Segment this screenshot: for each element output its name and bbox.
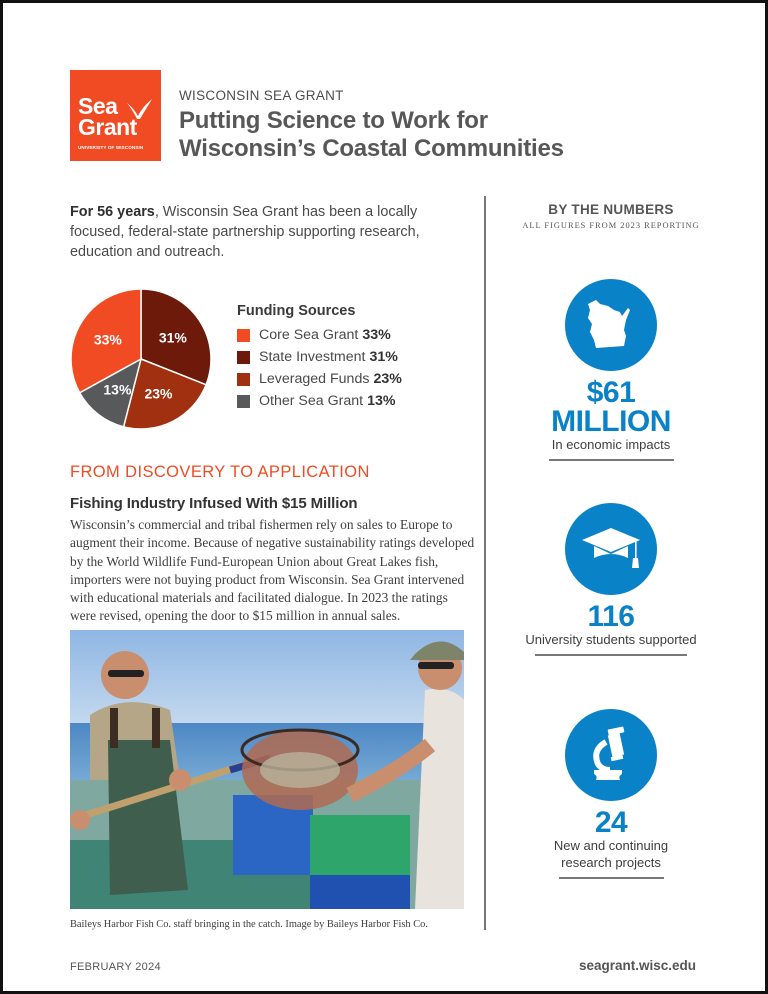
stat-icon-circle [565, 709, 657, 801]
legend-item-core-sea-grant: Core Sea Grant 33% [237, 324, 402, 346]
logo-sea-text: Sea [78, 93, 118, 119]
legend-label: Other Sea Grant [259, 393, 364, 409]
stat-divider [535, 654, 687, 656]
section-heading: FROM DISCOVERY TO APPLICATION [70, 463, 370, 481]
stat-value: 116 [587, 600, 635, 633]
stat-economic-impact: $61 MILLION In economic impacts [495, 279, 727, 461]
title-line-2: Wisconsin’s Coastal Communities [179, 135, 564, 162]
pie-slice-label: 23% [144, 385, 173, 401]
fishermen-photo [70, 630, 464, 909]
column-divider [484, 196, 486, 930]
graduation-cap-icon [582, 528, 640, 568]
numbers-title: BY THE NUMBERS [548, 202, 674, 217]
pie-slice-label: 31% [159, 329, 188, 345]
stat-research-projects: 24 New and continuing research projects [495, 709, 727, 879]
funding-legend: Funding Sources Core Sea Grant 33% State… [237, 303, 402, 412]
stat-description-line-2: research projects [561, 855, 661, 870]
legend-value: 33% [362, 327, 391, 343]
photo-caption: Baileys Harbor Fish Co. staff bringing i… [70, 919, 428, 930]
pie-slice-label: 13% [103, 381, 132, 397]
funding-pie-chart: 31% 23% 13% 33% [70, 288, 212, 430]
stat-value: $61 [586, 376, 636, 409]
stat-icon-circle [565, 503, 657, 595]
pie-slice-label: 33% [94, 331, 123, 347]
story-title: Fishing Industry Infused With $15 Millio… [70, 495, 358, 512]
legend-swatch [237, 328, 250, 342]
legend-label: State Investment [259, 349, 366, 365]
pie-slice-leveraged-funds [122, 357, 208, 430]
stat-description: University students supported [525, 632, 697, 647]
legend-item-state-investment: State Investment 31% [237, 346, 402, 368]
wisconsin-map-icon [588, 300, 630, 348]
stat-description: In economic impacts [551, 437, 671, 452]
footer-date: FEBRUARY 2024 [70, 961, 161, 973]
intro-bold: For 56 years [70, 204, 155, 220]
numbers-subtitle: ALL FIGURES FROM 2023 REPORTING [522, 221, 700, 230]
stat-icon-circle [565, 279, 657, 371]
logo-grant-text: Grant [78, 114, 137, 140]
legend-label: Leveraged Funds [259, 371, 370, 387]
story-body: Wisconsin’s commercial and tribal fisher… [70, 517, 475, 624]
footer-website-link[interactable]: seagrant.wisc.edu [578, 958, 696, 973]
legend-item-other-sea-grant: Other Sea Grant 13% [237, 390, 402, 412]
stat-value: 24 [594, 806, 628, 839]
stat-students: 116 University students supported [495, 503, 727, 656]
organization-name: WISCONSIN SEA GRANT [179, 88, 344, 103]
intro-paragraph: For 56 years, Wisconsin Sea Grant has be… [70, 202, 470, 262]
legend-title: Funding Sources [237, 303, 356, 319]
photo-illustration [70, 630, 464, 909]
intro-text: , Wisconsin Sea Grant has been a locally… [70, 204, 420, 260]
title-line-1: Putting Science to Work for [179, 107, 488, 134]
legend-value: 23% [373, 371, 402, 387]
stat-divider [558, 877, 664, 879]
stat-description-line-1: New and continuing [553, 838, 669, 853]
stat-divider [548, 459, 674, 461]
pie-slice-other-sea-grant [78, 357, 143, 428]
sea-grant-logo: Sea Grant UNIVERSITY OF WISCONSIN [70, 70, 161, 161]
seagull-icon [127, 99, 152, 119]
pie-slice-state-investment [140, 288, 212, 386]
stat-value-unit: MILLION [551, 405, 671, 438]
microscope-icon [593, 726, 625, 780]
legend-swatch [237, 350, 250, 364]
page-title: Putting Science to Work for Wisconsin’s … [179, 107, 564, 163]
legend-swatch [237, 372, 250, 386]
legend-value: 31% [369, 349, 398, 365]
legend-swatch [237, 394, 250, 408]
pie-slice-core-sea-grant [70, 288, 142, 394]
legend-label: Core Sea Grant [259, 327, 359, 343]
legend-value: 13% [367, 393, 396, 409]
logo-university-text: UNIVERSITY OF WISCONSIN [78, 145, 144, 150]
legend-item-leveraged-funds: Leveraged Funds 23% [237, 368, 402, 390]
